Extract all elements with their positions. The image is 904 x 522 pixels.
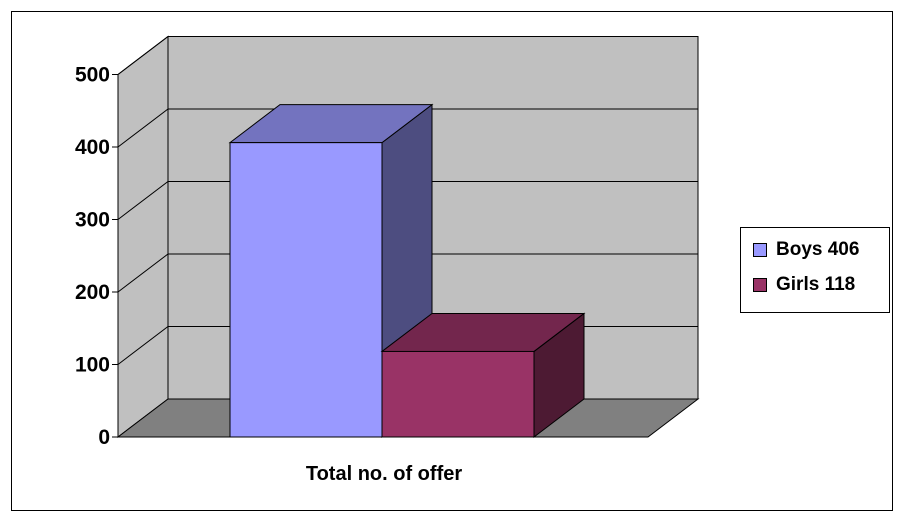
gridline: [117, 181, 698, 220]
gridline: [117, 36, 698, 75]
y-tick-label: 200: [75, 281, 110, 304]
bar-1: [380, 312, 586, 439]
gridline: [117, 108, 698, 148]
y-tick-label: 0: [98, 426, 110, 449]
bar-front: [381, 350, 535, 438]
legend-swatch-girls: [753, 278, 767, 292]
y-tick-label: 500: [75, 64, 110, 87]
x-axis-label: Total no. of offer: [306, 463, 462, 485]
legend-label-boys: Boys 406: [776, 239, 860, 260]
legend-item-boys: Boys 406: [753, 239, 859, 261]
y-tick-label: 100: [75, 354, 110, 377]
legend-swatch-boys: [753, 243, 767, 257]
legend: Boys 406 Girls 118: [740, 227, 890, 313]
y-tick-label: 400: [75, 136, 110, 159]
legend-item-girls: Girls 118: [753, 274, 855, 296]
bars: [228, 103, 586, 439]
y-tick-label: 300: [75, 209, 110, 232]
bar-front: [229, 142, 383, 438]
bar-0: [228, 103, 434, 439]
side-wall: [117, 35, 169, 439]
gridline: [117, 253, 698, 293]
legend-label-girls: Girls 118: [776, 274, 856, 295]
value-axis: 0 100 200 300 400 500: [75, 64, 119, 449]
